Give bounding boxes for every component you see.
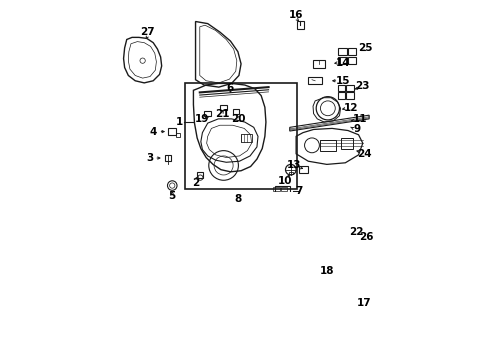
Bar (280, 186, 286, 191)
Bar (297, 22, 303, 29)
Bar (280, 192, 286, 196)
Text: 21: 21 (215, 109, 229, 118)
Bar (361, 226, 370, 232)
Bar (321, 260, 407, 299)
Text: 1: 1 (176, 117, 183, 127)
Text: 16: 16 (288, 10, 303, 20)
Bar (288, 171, 292, 174)
Text: 20: 20 (230, 114, 244, 124)
Text: 19: 19 (195, 114, 209, 124)
Bar (333, 236, 339, 243)
Bar (347, 48, 356, 55)
Text: 22: 22 (348, 227, 363, 237)
Text: 11: 11 (352, 114, 366, 124)
Text: 3: 3 (145, 153, 153, 163)
Text: 15: 15 (335, 76, 349, 86)
Bar (298, 166, 307, 174)
Bar (337, 85, 345, 91)
Bar (274, 186, 289, 198)
Bar (353, 236, 359, 243)
Text: 10: 10 (278, 176, 292, 186)
Bar (346, 93, 353, 99)
Bar (220, 105, 226, 110)
Bar (332, 269, 339, 274)
Bar (346, 85, 353, 91)
Bar (340, 236, 346, 243)
Text: 26: 26 (359, 233, 373, 242)
Bar (176, 132, 179, 138)
Text: 23: 23 (355, 81, 369, 91)
Text: 17: 17 (356, 298, 370, 308)
Text: 5: 5 (168, 191, 176, 201)
Text: 27: 27 (141, 27, 155, 37)
Text: 8: 8 (234, 194, 241, 204)
Bar (312, 60, 325, 68)
Text: 9: 9 (353, 125, 360, 135)
Bar (232, 109, 238, 114)
Bar (273, 186, 279, 191)
Bar (203, 111, 211, 117)
Bar (168, 128, 176, 135)
Bar (347, 57, 356, 64)
Bar (338, 57, 346, 64)
Bar (341, 138, 352, 149)
Text: 7: 7 (295, 186, 303, 196)
Bar (185, 84, 296, 189)
Bar (241, 134, 251, 141)
Bar (164, 155, 171, 161)
Bar (307, 77, 322, 84)
Bar (346, 236, 352, 243)
Text: 12: 12 (343, 103, 357, 113)
Text: 2: 2 (191, 179, 199, 188)
Bar (319, 140, 335, 151)
Bar (338, 48, 346, 55)
Text: 14: 14 (335, 58, 349, 68)
Bar (337, 93, 345, 99)
Bar (361, 233, 370, 239)
Text: 6: 6 (226, 83, 234, 93)
Text: 25: 25 (357, 43, 371, 53)
Text: 4: 4 (149, 127, 157, 136)
Text: 13: 13 (286, 161, 301, 170)
Text: 24: 24 (357, 149, 371, 159)
Bar (273, 192, 279, 196)
Text: 18: 18 (319, 266, 333, 276)
Bar (197, 172, 203, 177)
